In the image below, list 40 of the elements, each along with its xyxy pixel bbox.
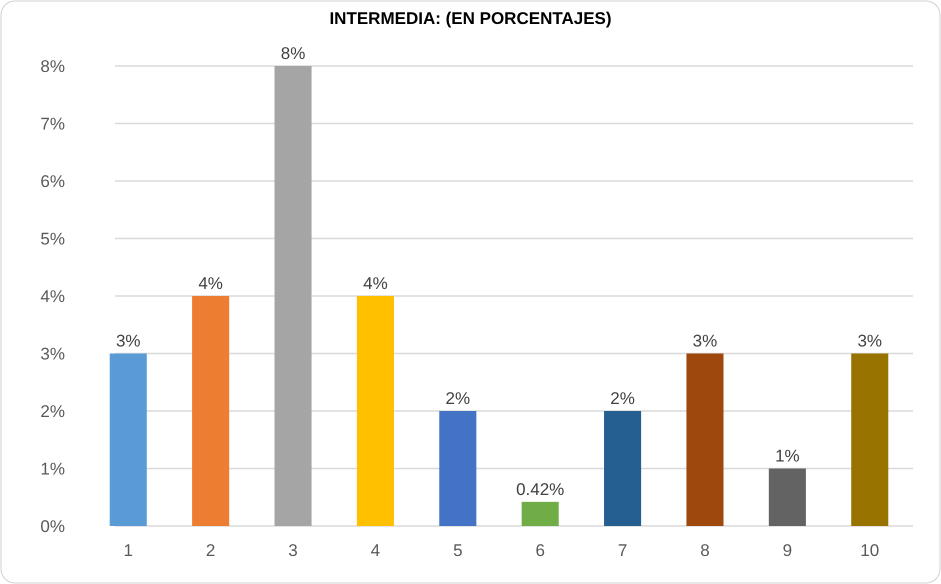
- x-tick-label: 5: [453, 541, 463, 560]
- bar: [522, 502, 559, 526]
- x-tick-label: 9: [782, 541, 792, 560]
- bar: [851, 354, 888, 526]
- x-tick-label: 1: [124, 541, 133, 560]
- data-label: 0.42%: [516, 480, 564, 499]
- y-tick-label: 6%: [40, 172, 65, 191]
- data-label: 2%: [446, 389, 470, 408]
- x-tick-label: 8: [700, 541, 710, 560]
- data-label: 3%: [692, 332, 718, 350]
- y-tick-label: 8%: [40, 56, 65, 76]
- data-label: 3%: [857, 332, 882, 350]
- data-label: 1%: [775, 446, 800, 466]
- bar: [604, 411, 642, 526]
- y-tick-label: 1%: [40, 459, 65, 478]
- x-tick-label: 10: [860, 541, 880, 560]
- bar: [439, 411, 476, 526]
- bar: [356, 296, 394, 526]
- y-tick-label: 0%: [40, 516, 65, 536]
- bar: [686, 354, 724, 526]
- x-tick-label: 3: [288, 541, 298, 560]
- data-label: 8%: [280, 44, 306, 63]
- y-tick-label: 7%: [40, 114, 65, 134]
- x-tick-label: 4: [370, 541, 380, 560]
- y-tick-label: 5%: [40, 229, 65, 248]
- bar: [768, 468, 806, 526]
- data-label: 3%: [116, 332, 141, 350]
- bar: [274, 66, 312, 526]
- x-tick-label: 6: [535, 541, 545, 560]
- bar: [110, 354, 147, 526]
- data-label: 2%: [610, 389, 635, 408]
- y-tick-label: 2%: [40, 402, 65, 421]
- chart-title: INTERMEDIA: (EN PORCENTAJES): [329, 9, 612, 28]
- y-tick-label: 4%: [40, 286, 65, 306]
- bar: [192, 296, 230, 526]
- x-tick-label: 7: [618, 541, 628, 560]
- y-tick-label: 3%: [40, 344, 65, 364]
- x-tick-label: 2: [206, 541, 216, 560]
- data-label: 4%: [363, 274, 388, 293]
- data-label: 4%: [198, 274, 223, 293]
